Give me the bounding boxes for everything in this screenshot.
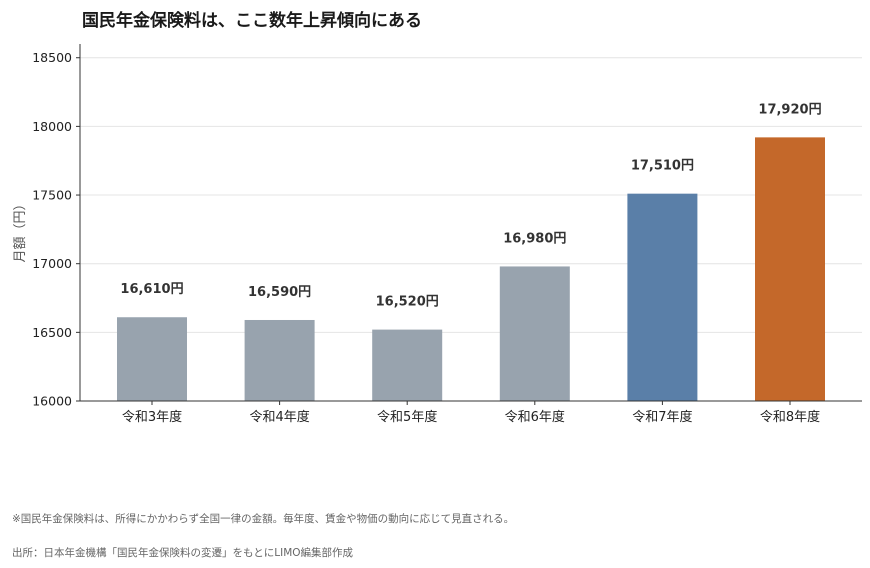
data-label: 16,610円 [120,282,183,297]
x-tick-label: 令和7年度 [632,409,692,425]
y-tick-label: 18000 [32,119,72,134]
bar [372,329,443,401]
bar [499,266,570,401]
bar [244,319,315,401]
source-note: 出所：日本年金機構「国民年金保険料の変遷」をもとにLIMO編集部作成 [12,547,354,559]
x-tick-label: 令和8年度 [760,409,820,425]
gridlines [80,57,862,333]
x-tick-label: 令和3年度 [122,409,182,425]
bar [755,137,825,401]
bar [117,317,187,401]
y-axis-label: 月額（円） [13,197,28,262]
data-labels: 16,610円 16,590円 16,520円 16,980円 17,510円 17,92… [120,102,821,309]
x-ticks: 令和3年度 令和4年度 令和5年度 令和6年度 令和7年度 令和8年度 [122,401,820,425]
data-label: 16,590円 [248,285,311,300]
y-tick-label: 16000 [32,394,72,409]
y-tick-label: 17500 [32,188,72,203]
bars [117,137,825,401]
chart-title: 国民年金保険料は、ここ数年上昇傾向にある [82,11,422,31]
y-tick-label: 18500 [32,50,72,65]
y-ticks: 16000 16500 17000 17500 18000 18500 [32,50,80,409]
data-label: 16,520円 [376,295,439,310]
x-tick-label: 令和5年度 [377,409,437,425]
data-label: 17,920円 [758,102,821,117]
y-tick-label: 17000 [32,256,72,271]
x-tick-label: 令和6年度 [505,409,565,425]
x-tick-label: 令和4年度 [249,409,309,425]
y-tick-label: 16500 [32,325,72,340]
footnote: ※国民年金保険料は、所得にかかわらず全国一律の金額。毎年度、賃金や物価の動向に応… [12,513,515,525]
data-label: 16,980円 [503,231,566,246]
data-label: 17,510円 [631,159,694,174]
bar [627,193,698,401]
